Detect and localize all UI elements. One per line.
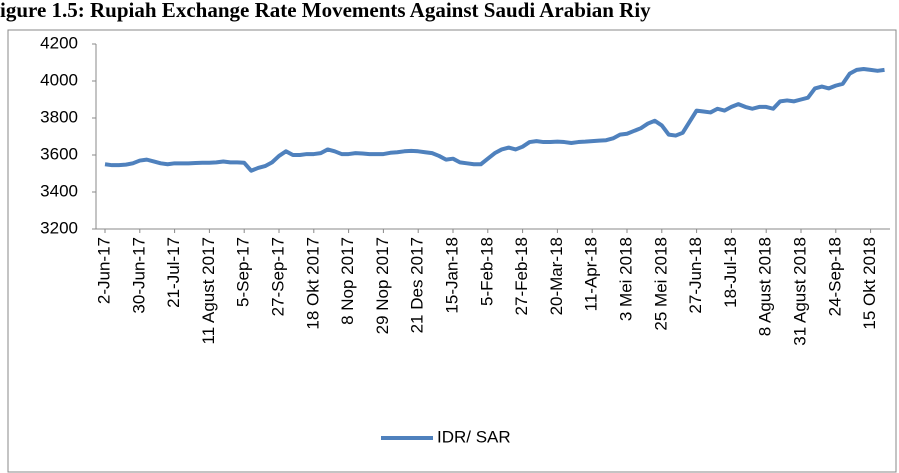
x-tick-label: 18 Okt 2017	[303, 237, 322, 330]
x-tick-label: 30-Jun-17	[129, 237, 148, 314]
y-tick-label: 3800	[40, 107, 78, 126]
x-tick-label: 3 Mei 2018	[616, 237, 635, 321]
line-series	[104, 66, 885, 173]
x-tick-label: 31 Agust 2018	[790, 237, 809, 346]
x-tick-label: 21 Des 2017	[408, 237, 427, 333]
x-tick-label: 15-Jan-18	[442, 237, 461, 314]
x-tick-label: 2-Jun-17	[94, 237, 113, 304]
x-tick-label: 15 Okt 2018	[860, 237, 879, 330]
legend-label: IDR/ SAR	[437, 427, 511, 446]
x-tick-label: 29 Nop 2017	[373, 237, 392, 334]
x-tick-label: 5-Sep-17	[234, 237, 253, 307]
x-tick-label: 25 Mei 2018	[651, 237, 670, 331]
x-tick-label: 27-Feb-18	[512, 237, 531, 315]
y-tick-label: 4000	[40, 70, 78, 89]
x-tick-label: 8 Nop 2017	[338, 237, 357, 325]
x-tick-label: 24-Sep-18	[825, 237, 844, 316]
x-tick-label: 11 Agust 2017	[199, 237, 218, 344]
y-tick-label: 3200	[40, 218, 78, 237]
y-tick-label: 3600	[40, 144, 78, 163]
y-tick-label: 3400	[40, 181, 78, 200]
x-tick-label: 8 Agust 2018	[756, 237, 775, 336]
x-tick-label: 11-Apr-18	[582, 237, 601, 311]
y-tick-label: 4200	[40, 33, 78, 52]
x-tick-label: 20-Mar-18	[547, 237, 566, 315]
chart-title: igure 1.5: Rupiah Exchange Rate Movement…	[0, 0, 651, 22]
x-tick-label: 5-Feb-18	[477, 237, 496, 306]
chart-border	[7, 29, 897, 473]
x-tick-label: 18-Jul-18	[721, 237, 740, 308]
x-tick-label: 27-Sep-17	[268, 237, 287, 316]
x-tick-label: 27-Jun-18	[686, 237, 705, 314]
x-tick-label: 21-Jul-17	[164, 237, 183, 308]
